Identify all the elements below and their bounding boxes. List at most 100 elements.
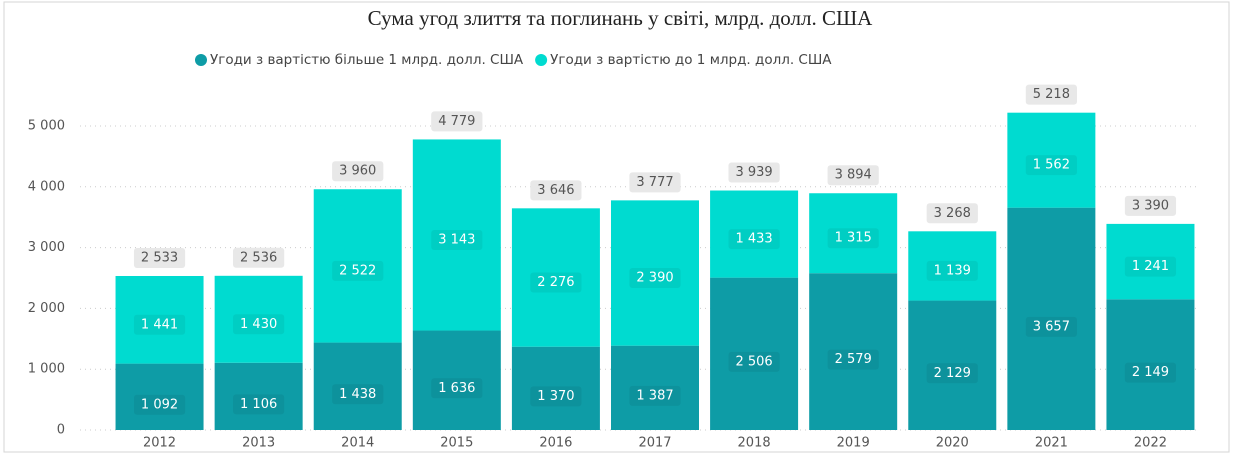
bar-segment bbox=[1007, 207, 1096, 430]
data-label: 1 387 bbox=[636, 388, 673, 403]
data-label-box bbox=[431, 229, 483, 250]
bar-segment bbox=[1007, 112, 1096, 208]
bar-segment bbox=[214, 275, 303, 363]
total-label-box bbox=[332, 161, 384, 182]
total-label: 2 533 bbox=[141, 250, 178, 265]
bar-segment bbox=[809, 193, 898, 274]
data-label-box bbox=[629, 385, 681, 406]
data-label: 3 657 bbox=[1033, 319, 1070, 334]
total-label-box bbox=[530, 180, 582, 201]
data-label-box bbox=[530, 272, 582, 293]
data-label-box bbox=[332, 384, 384, 405]
data-label-box bbox=[926, 260, 978, 281]
bar-segment bbox=[115, 275, 204, 364]
bar-segment bbox=[313, 342, 402, 430]
total-label: 3 777 bbox=[636, 175, 673, 190]
data-label-box bbox=[431, 378, 483, 399]
data-label: 2 129 bbox=[934, 366, 971, 381]
data-label: 1 636 bbox=[438, 381, 475, 396]
x-tick-label: 2017 bbox=[638, 436, 671, 451]
y-tick-label: 4 000 bbox=[28, 179, 65, 194]
bar-segment bbox=[115, 363, 204, 430]
bar-segment bbox=[611, 200, 699, 346]
data-label-box bbox=[728, 351, 780, 372]
data-label: 3 143 bbox=[438, 232, 475, 247]
y-tick-label: 5 000 bbox=[28, 119, 65, 134]
data-label-box bbox=[728, 229, 780, 250]
total-label: 5 218 bbox=[1033, 87, 1070, 102]
bar-segment bbox=[1106, 223, 1195, 300]
data-label-box bbox=[1025, 316, 1077, 337]
x-tick-label: 2012 bbox=[143, 436, 176, 451]
frame bbox=[3, 1, 1230, 453]
data-label-box bbox=[133, 394, 186, 415]
x-tick-label: 2021 bbox=[1035, 436, 1068, 451]
y-tick-label: 0 bbox=[57, 423, 65, 438]
bar-segment bbox=[710, 190, 799, 278]
total-label: 3 960 bbox=[339, 164, 376, 179]
x-tick-label: 2013 bbox=[242, 436, 275, 451]
data-label-box bbox=[827, 349, 879, 370]
total-label-box bbox=[926, 203, 978, 224]
chart-title: Сума угод злиття та поглинань у світі, м… bbox=[368, 6, 874, 30]
data-label-box bbox=[629, 268, 681, 289]
data-label: 1 241 bbox=[1132, 259, 1169, 274]
data-label: 1 106 bbox=[240, 397, 277, 412]
bar-segment bbox=[908, 300, 997, 430]
total-label-box bbox=[431, 111, 483, 132]
data-label-box bbox=[1124, 256, 1177, 277]
total-label-box bbox=[233, 247, 285, 268]
data-label: 2 149 bbox=[1132, 365, 1169, 380]
bar-segment bbox=[710, 277, 799, 430]
total-label-box bbox=[728, 162, 780, 183]
legend-label: Угоди з вартістю більше 1 млрд. долл. СШ… bbox=[210, 52, 524, 68]
data-label-box bbox=[133, 314, 186, 335]
total-label: 3 390 bbox=[1132, 198, 1169, 213]
bar-segment bbox=[412, 139, 501, 331]
x-tick-label: 2015 bbox=[440, 436, 473, 451]
data-label: 2 390 bbox=[636, 271, 673, 286]
y-tick-label: 2 000 bbox=[28, 301, 65, 316]
total-label: 2 536 bbox=[240, 250, 277, 265]
data-label: 2 506 bbox=[735, 354, 772, 369]
bar-segment bbox=[412, 330, 501, 430]
data-label: 2 276 bbox=[537, 275, 574, 290]
data-label-box bbox=[926, 363, 978, 384]
y-tick-label: 3 000 bbox=[28, 240, 65, 255]
data-label-box bbox=[332, 260, 384, 281]
legend-swatch bbox=[535, 54, 548, 66]
data-label: 2 522 bbox=[339, 263, 376, 278]
total-label-box bbox=[827, 165, 879, 186]
bar-segment bbox=[809, 273, 898, 430]
data-label-box bbox=[827, 228, 879, 249]
legend-swatch bbox=[195, 54, 207, 66]
x-tick-label: 2014 bbox=[341, 436, 374, 451]
bar-segment bbox=[313, 189, 402, 343]
total-label: 3 894 bbox=[835, 168, 872, 183]
data-label: 1 562 bbox=[1033, 158, 1070, 173]
x-tick-label: 2022 bbox=[1134, 436, 1167, 451]
bar-segment bbox=[214, 362, 303, 430]
data-label-box bbox=[1124, 362, 1177, 383]
total-label: 3 939 bbox=[735, 165, 772, 180]
x-tick-label: 2019 bbox=[837, 436, 870, 451]
total-label: 4 779 bbox=[438, 114, 475, 129]
total-label-box bbox=[1124, 195, 1177, 216]
bar-segment bbox=[908, 231, 997, 301]
data-label: 2 579 bbox=[835, 352, 872, 367]
data-label-box bbox=[233, 394, 285, 415]
data-label: 1 092 bbox=[141, 397, 178, 412]
bar-segment bbox=[611, 345, 699, 430]
data-label: 1 433 bbox=[735, 232, 772, 247]
data-label-box bbox=[233, 314, 285, 335]
total-label-box bbox=[133, 247, 186, 268]
x-tick-label: 2018 bbox=[738, 436, 771, 451]
data-label: 1 139 bbox=[934, 263, 971, 278]
total-label-box bbox=[1025, 84, 1077, 105]
y-tick-label: 1 000 bbox=[28, 362, 65, 377]
bar-segment bbox=[1106, 299, 1195, 430]
data-label-box bbox=[1025, 155, 1077, 176]
data-label: 1 438 bbox=[339, 387, 376, 402]
total-label: 3 268 bbox=[934, 206, 971, 221]
